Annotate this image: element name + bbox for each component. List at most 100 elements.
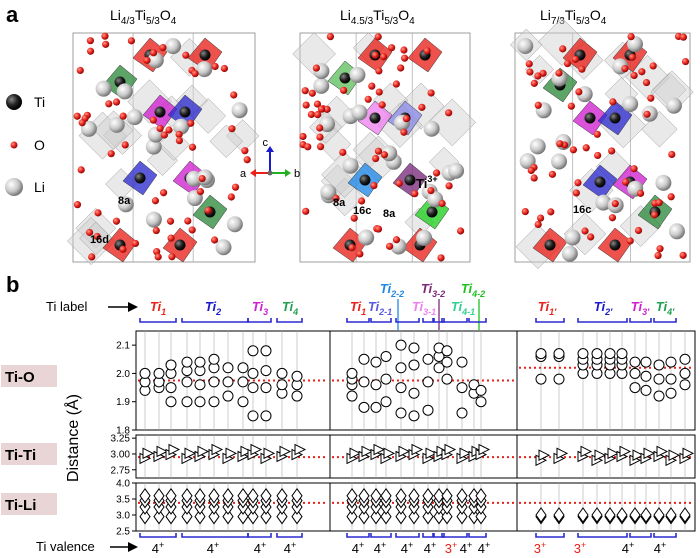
o-atom <box>530 174 538 182</box>
group-bracket-bottom <box>653 533 677 538</box>
li-atom <box>423 120 440 137</box>
ti-valence: 4+ <box>254 540 267 556</box>
plot-ti-ti: 3.25 3.00 2.75 <box>111 434 696 479</box>
crystal-structures: 8a 16d 8a 16c 8a 16c Ti3+ <box>67 17 694 270</box>
group-bracket-top <box>370 318 392 323</box>
valence-value: 3 <box>534 541 541 556</box>
formula-sub1: 7/3 <box>551 16 565 27</box>
li-atom <box>358 229 375 246</box>
o-atom <box>401 54 409 62</box>
o-atom <box>159 44 167 52</box>
li-atom <box>351 104 368 121</box>
o-atom <box>679 251 687 259</box>
group-label-sub: 3-2 <box>432 289 445 299</box>
gray-polyhedron <box>157 128 190 161</box>
structure-title-2: Li7/3Ti5/3O4 <box>540 7 607 27</box>
y-tick-label: 3.25 <box>111 434 131 445</box>
formula-base: Li <box>540 7 551 23</box>
group-label-base: Ti <box>451 299 463 314</box>
li-atom <box>665 97 682 114</box>
o-atom <box>668 150 676 159</box>
ti-li-point <box>247 508 259 525</box>
o-atom <box>85 228 94 237</box>
gray-polyhedron <box>537 17 587 66</box>
o-atom <box>374 225 383 233</box>
ti-o-point <box>247 345 259 357</box>
li-atom <box>655 174 672 191</box>
ti-ti-point <box>383 447 396 460</box>
y-tick-label: 3.00 <box>111 449 131 460</box>
ti-li-point <box>208 508 220 525</box>
ti-li-point <box>433 508 445 525</box>
o-atom <box>397 64 405 72</box>
group-label-sub: 2-1 <box>378 307 392 317</box>
ti-li-point <box>475 487 487 504</box>
ti-o-point <box>165 396 177 408</box>
group-label-sub: 1′ <box>549 307 557 317</box>
o-atom <box>314 111 322 119</box>
ti-li-point <box>276 487 288 504</box>
o-atom <box>587 233 595 241</box>
o-atom <box>76 66 84 75</box>
ti-group-label: Ti4′ <box>656 299 675 317</box>
o-atom <box>548 170 557 178</box>
c-axis-label: c <box>263 137 269 149</box>
ti-o-point <box>153 367 165 379</box>
o-atom <box>636 189 645 197</box>
group-label-base: Ti <box>421 281 433 296</box>
group-label-base: Ti <box>282 299 294 314</box>
group-label-sub: 2 <box>215 307 221 317</box>
o-atom <box>191 69 199 78</box>
group-bracket-top <box>422 318 434 323</box>
valence-value: 4 <box>654 541 661 556</box>
ti-ti-point <box>556 447 569 460</box>
group-bracket-top <box>395 318 420 323</box>
o-atom <box>188 226 196 234</box>
ti-li-point <box>577 507 589 523</box>
o-atom <box>102 40 110 48</box>
o-atom <box>559 45 567 53</box>
ti-o-point <box>422 353 434 365</box>
gray-polyhedron <box>75 207 116 249</box>
ti-ti-point <box>250 443 263 456</box>
ti-ti-point <box>632 449 645 462</box>
plot-ti-o: 2.1 2.0 1.9 1.8 <box>116 330 696 437</box>
ti-o-point <box>665 356 677 368</box>
o-atom <box>437 254 445 262</box>
ti-valence: 4+ <box>374 540 387 556</box>
ti-o-point <box>346 390 358 402</box>
ti-li-point <box>433 487 445 504</box>
o-atom <box>78 119 86 127</box>
ti-valence: 3+ <box>445 540 458 556</box>
li-atom <box>595 194 612 211</box>
o-atom <box>608 214 617 222</box>
ti-o-point <box>291 370 303 382</box>
ti-o-point <box>616 348 628 360</box>
group-bracket-bottom <box>629 533 652 538</box>
ti-valence-arrow-head <box>128 542 138 552</box>
unit-cell-frame <box>72 32 256 263</box>
group-label-base: Ti <box>631 299 643 314</box>
li-atom <box>145 138 162 155</box>
ti-o-point <box>679 379 691 391</box>
ti-o-point <box>653 390 665 402</box>
ti-li-point <box>422 487 434 504</box>
li-atom <box>529 138 546 155</box>
o-atom <box>184 217 192 225</box>
o-atom <box>418 103 426 111</box>
ti-group-label: Ti1 <box>150 299 166 317</box>
group-bracket-bottom <box>370 533 392 538</box>
ti-group-label: Ti3′ <box>631 299 650 317</box>
ti-li-point <box>395 487 407 504</box>
ti-li-point <box>441 508 453 525</box>
ti-ti-point <box>240 445 253 458</box>
ti-valence: 4+ <box>460 540 473 556</box>
ti-li-point <box>260 487 272 504</box>
row-label: Ti-O <box>5 369 35 386</box>
atom-legend: Ti O Li <box>5 94 45 196</box>
o-atom <box>581 227 589 235</box>
o-atom <box>326 33 335 41</box>
o-atom <box>348 243 356 252</box>
group-bracket-bottom <box>535 533 565 538</box>
